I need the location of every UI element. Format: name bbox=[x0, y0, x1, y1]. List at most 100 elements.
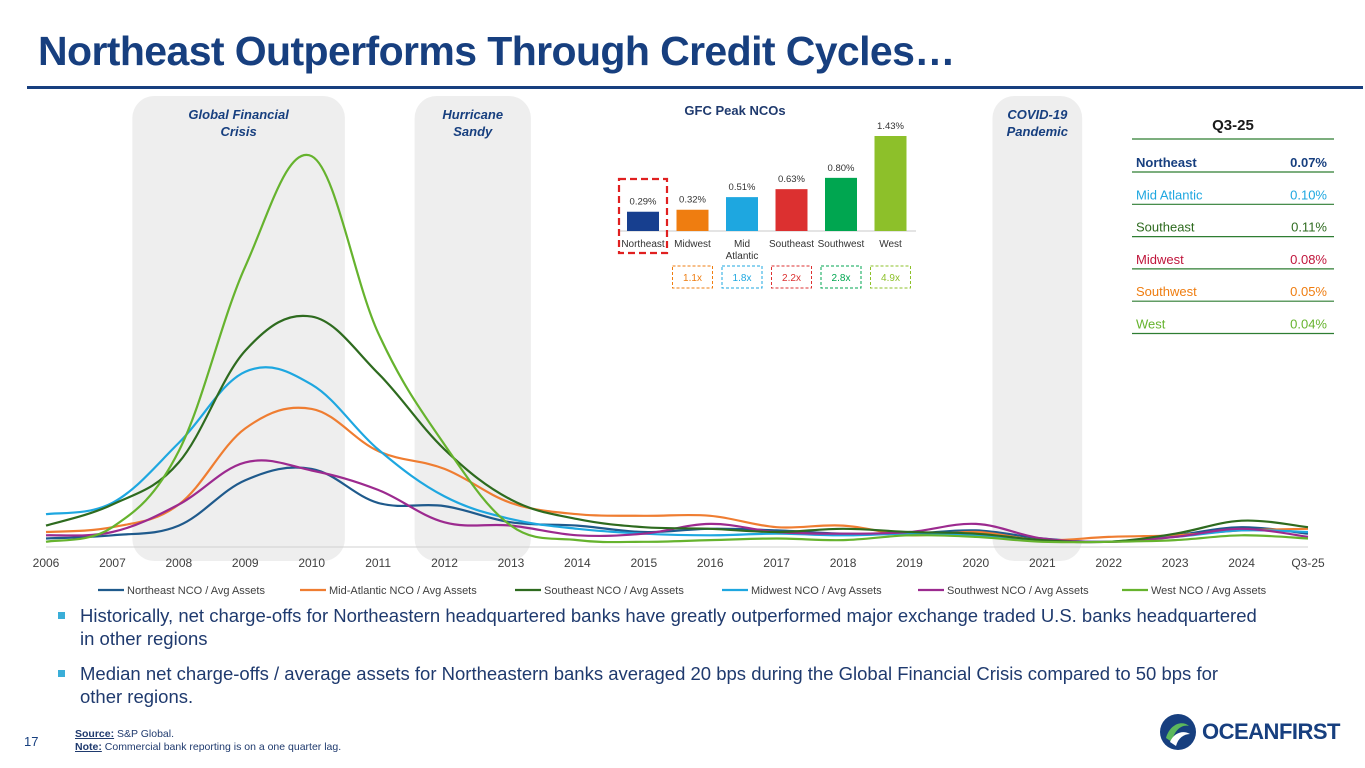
x-tick-label: 2013 bbox=[498, 556, 525, 570]
event-label: Pandemic bbox=[1007, 124, 1069, 139]
source-text: S&P Global. bbox=[117, 728, 175, 740]
legend-label: Southwest NCO / Avg Assets bbox=[947, 585, 1089, 597]
inset-bar bbox=[676, 209, 709, 231]
event-band bbox=[132, 96, 345, 561]
legend-label: Southeast NCO / Avg Assets bbox=[544, 585, 684, 597]
x-tick-label: 2021 bbox=[1029, 556, 1056, 570]
x-tick-label: 2017 bbox=[763, 556, 790, 570]
inset-bar bbox=[874, 136, 907, 231]
multiple-box bbox=[771, 265, 812, 289]
inset-chart-title: GFC Peak NCOs bbox=[684, 103, 785, 118]
inset-bar-value: 0.29% bbox=[630, 197, 657, 208]
x-tick-label: 2011 bbox=[365, 556, 391, 570]
table-value: 0.07% bbox=[1290, 155, 1327, 170]
x-tick-label: Q3-25 bbox=[1291, 556, 1325, 570]
inset-bar bbox=[726, 197, 758, 231]
multiple-label: 4.9x bbox=[881, 273, 900, 284]
inset-category-label: West bbox=[879, 239, 902, 250]
table-value: 0.10% bbox=[1290, 187, 1327, 202]
multiple-label: 1.1x bbox=[683, 273, 702, 284]
event-label: COVID-19 bbox=[1007, 107, 1068, 122]
event-label: Global Financial bbox=[188, 107, 289, 122]
source-label: Source: bbox=[75, 728, 115, 740]
logo-wordmark: OCEANFIRST bbox=[1202, 719, 1341, 744]
inset-category-label: Southeast bbox=[769, 239, 814, 250]
multiple-label: 2.2x bbox=[782, 273, 801, 284]
legend-label: Northeast NCO / Avg Assets bbox=[127, 585, 265, 597]
multiple-box bbox=[820, 265, 862, 289]
x-tick-label: 2006 bbox=[33, 556, 60, 570]
bullet-text: Historically, net charge-offs for Northe… bbox=[80, 605, 1257, 649]
inset-bar-value: 0.32% bbox=[679, 195, 706, 206]
bullet-list: Historically, net charge-offs for Northe… bbox=[58, 604, 1258, 720]
x-tick-label: 2016 bbox=[697, 556, 724, 570]
note-text: Commercial bank reporting is on a one qu… bbox=[104, 741, 342, 753]
x-tick-label: 2010 bbox=[298, 556, 325, 570]
multiple-box bbox=[870, 265, 911, 289]
x-tick-label: 2022 bbox=[1095, 556, 1122, 570]
table-region: Midwest bbox=[1136, 252, 1184, 267]
x-tick-label: 2018 bbox=[830, 556, 857, 570]
page-title: Northeast Outperforms Through Credit Cyc… bbox=[38, 28, 955, 74]
nco-chart: Global Financial Crisis Hurricane Sandy COVI… bbox=[33, 96, 1334, 597]
event-band bbox=[414, 96, 531, 561]
bullet-item: Historically, net charge-offs for Northe… bbox=[58, 604, 1258, 650]
table-value: 0.04% bbox=[1290, 317, 1327, 332]
northeast-highlight-box bbox=[617, 177, 669, 255]
legend-label: Mid-Atlantic NCO / Avg Assets bbox=[329, 585, 477, 597]
inset-category-label: Midwest bbox=[674, 239, 711, 250]
inset-bar bbox=[775, 189, 808, 231]
table-value: 0.08% bbox=[1290, 252, 1327, 267]
note-label: Note: bbox=[75, 741, 102, 753]
bullet-square-icon bbox=[58, 670, 65, 677]
x-tick-label: 2008 bbox=[165, 556, 192, 570]
event-band bbox=[992, 96, 1083, 561]
inset-category-label: Atlantic bbox=[726, 251, 759, 262]
bullet-square-icon bbox=[58, 612, 65, 619]
oceanfirst-logo: OCEANFIRST bbox=[1158, 712, 1341, 752]
inset-bar bbox=[627, 211, 659, 231]
event-label: Sandy bbox=[453, 124, 493, 139]
x-tick-label: 2023 bbox=[1162, 556, 1189, 570]
multiple-box bbox=[721, 265, 763, 289]
inset-bar bbox=[825, 177, 857, 231]
bullet-item: Median net charge-offs / average assets … bbox=[58, 662, 1258, 708]
inset-bar-value: 0.63% bbox=[778, 174, 805, 185]
x-tick-label: 2009 bbox=[232, 556, 259, 570]
table-value: 0.11% bbox=[1291, 220, 1327, 235]
x-tick-label: 2014 bbox=[564, 556, 591, 570]
oceanfirst-wave-icon bbox=[1160, 714, 1196, 750]
inset-category-label: Southwest bbox=[818, 239, 865, 250]
legend-label: West NCO / Avg Assets bbox=[1151, 585, 1267, 597]
table-region: Northeast bbox=[1136, 155, 1197, 170]
x-tick-label: 2024 bbox=[1228, 556, 1255, 570]
inset-category-label: Mid bbox=[734, 239, 750, 250]
event-label: Hurricane bbox=[442, 107, 503, 122]
x-tick-label: 2015 bbox=[630, 556, 657, 570]
title-divider bbox=[27, 86, 1363, 89]
source-note: Source: S&P Global. Note: Commercial ban… bbox=[75, 728, 341, 754]
multiple-box bbox=[672, 265, 713, 289]
legend-label: Midwest NCO / Avg Assets bbox=[751, 585, 882, 597]
table-title: Q3-25 bbox=[1212, 117, 1254, 134]
x-tick-label: 2012 bbox=[431, 556, 458, 570]
table-region: Mid Atlantic bbox=[1136, 187, 1203, 202]
table-region: Southeast bbox=[1136, 220, 1195, 235]
page-number: 17 bbox=[24, 734, 39, 749]
inset-bar-value: 1.43% bbox=[877, 121, 904, 132]
x-tick-label: 2007 bbox=[99, 556, 126, 570]
table-region: Southwest bbox=[1136, 284, 1197, 299]
series-line bbox=[45, 153, 1309, 544]
x-tick-label: 2020 bbox=[963, 556, 990, 570]
table-value: 0.05% bbox=[1290, 284, 1327, 299]
table-region: West bbox=[1136, 317, 1166, 332]
x-tick-label: 2019 bbox=[896, 556, 923, 570]
bullet-text: Median net charge-offs / average assets … bbox=[80, 663, 1219, 707]
inset-bar-value: 0.80% bbox=[828, 163, 855, 174]
multiple-label: 1.8x bbox=[733, 273, 752, 284]
inset-bar-value: 0.51% bbox=[729, 182, 756, 193]
multiple-label: 2.8x bbox=[832, 273, 851, 284]
inset-category-label: Northeast bbox=[621, 239, 665, 250]
event-label: Crisis bbox=[221, 124, 257, 139]
series-line bbox=[45, 406, 1309, 542]
